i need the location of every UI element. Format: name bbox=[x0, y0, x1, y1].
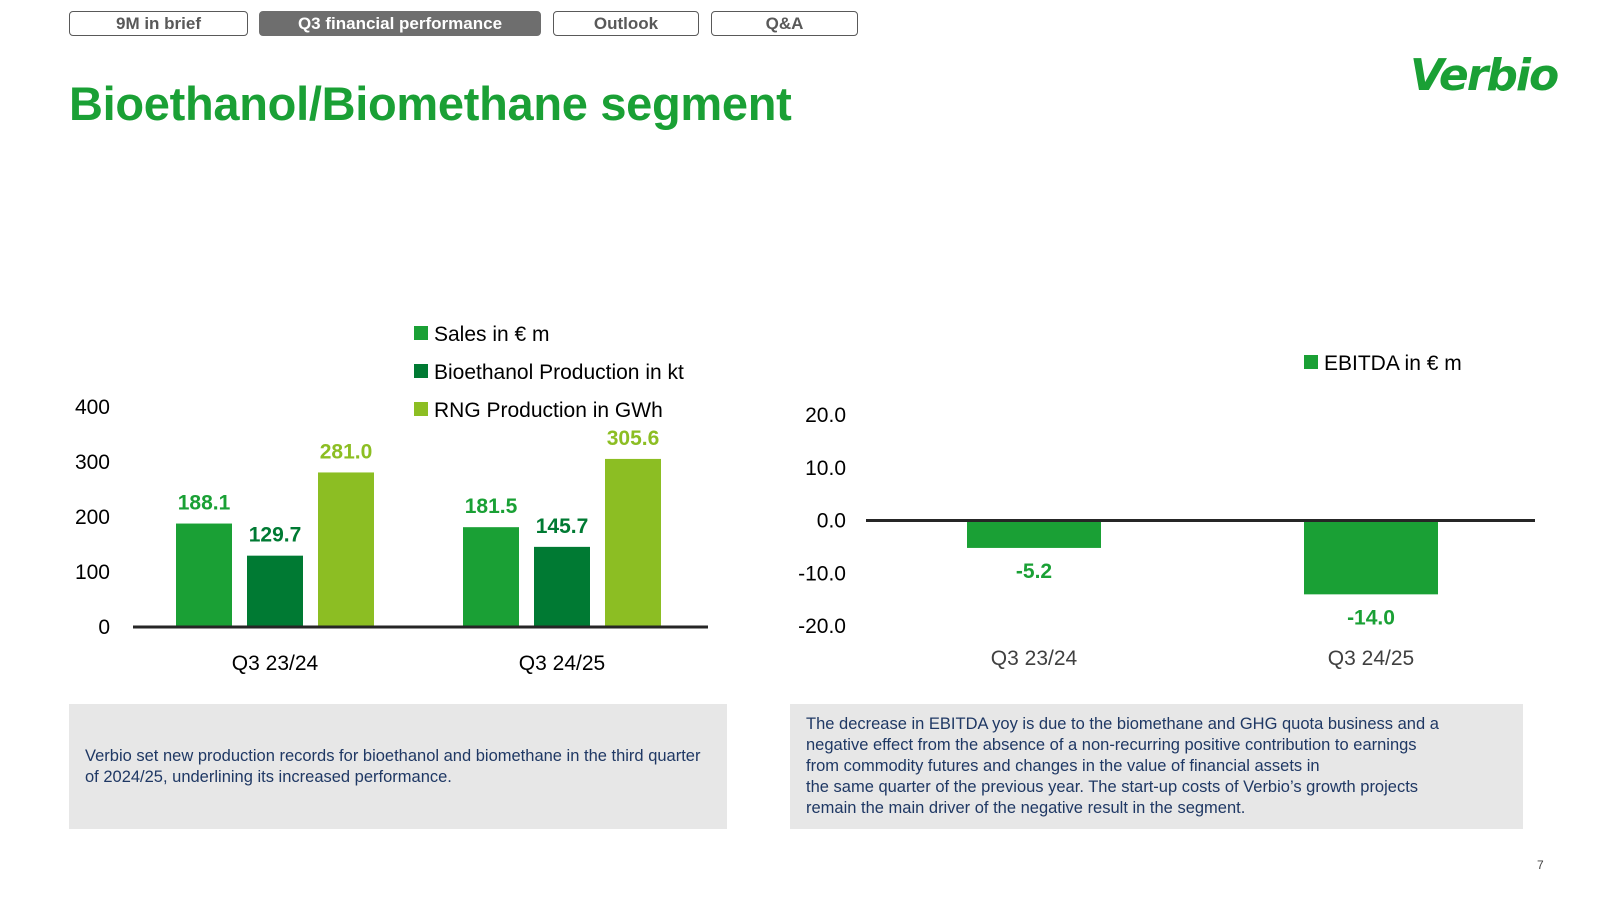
tab-9m-in-brief[interactable]: 9M in brief bbox=[69, 11, 248, 36]
legend-swatch bbox=[1304, 355, 1318, 369]
note-ebitda: The decrease in EBITDA yoy is due to the… bbox=[790, 704, 1523, 829]
legend-swatch bbox=[414, 364, 428, 378]
data-label: 188.1 bbox=[178, 492, 231, 515]
data-label: -5.2 bbox=[1016, 560, 1052, 583]
note-ebitda-line: remain the main driver of the negative r… bbox=[806, 799, 1246, 817]
x-tick-label: Q3 24/25 bbox=[1328, 647, 1414, 670]
tab-qa[interactable]: Q&A bbox=[711, 11, 858, 36]
legend-label: RNG Production in GWh bbox=[434, 399, 663, 422]
bar bbox=[967, 520, 1101, 548]
y-tick-label: 10.0 bbox=[805, 457, 846, 480]
bar bbox=[463, 527, 519, 627]
data-label: 145.7 bbox=[536, 515, 589, 538]
note-ebitda-line: The decrease in EBITDA yoy is due to the… bbox=[806, 715, 1439, 733]
y-tick-label: 20.0 bbox=[805, 404, 846, 427]
legend-label: Sales in € m bbox=[434, 323, 550, 346]
x-tick-label: Q3 23/24 bbox=[991, 647, 1078, 670]
data-label: 305.6 bbox=[607, 427, 660, 450]
page-number: 7 bbox=[1537, 858, 1544, 872]
bar bbox=[176, 523, 232, 627]
legend-label: Bioethanol Production in kt bbox=[434, 361, 684, 384]
data-label: 181.5 bbox=[465, 495, 518, 518]
y-tick-label: -10.0 bbox=[798, 562, 846, 585]
note-ebitda-line: negative effect from the absence of a no… bbox=[806, 736, 1417, 754]
y-tick-label: 0 bbox=[98, 616, 110, 639]
bar bbox=[1304, 520, 1438, 595]
note-production-text: Verbio set new production records for bi… bbox=[85, 746, 701, 786]
y-tick-label: 300 bbox=[75, 451, 110, 474]
note-ebitda-line: the same quarter of the previous year. T… bbox=[806, 778, 1419, 796]
x-tick-label: Q3 24/25 bbox=[519, 652, 605, 675]
data-label: 129.7 bbox=[249, 524, 302, 547]
legend-swatch bbox=[414, 326, 428, 340]
bar bbox=[318, 472, 374, 627]
data-label: -14.0 bbox=[1347, 606, 1395, 629]
bar bbox=[247, 555, 303, 627]
y-tick-label: 400 bbox=[75, 396, 110, 419]
note-ebitda-line: from commodity futures and changes in th… bbox=[806, 757, 1320, 775]
ebitda-chart: -20.0 -10.0 0.0 10.0 20.0 -5.2 Q3 23/24 -14.0 Q3… bbox=[798, 352, 1535, 670]
x-tick-label: Q3 23/24 bbox=[232, 652, 319, 675]
page-title: Bioethanol/Biomethane segment bbox=[69, 77, 792, 130]
tab-outlook[interactable]: Outlook bbox=[553, 11, 699, 36]
legend-swatch bbox=[414, 402, 428, 416]
production-sales-chart: 0 100 200 300 400 188.1 129.7 281.0 Q3 23/24 181.… bbox=[75, 323, 708, 675]
bar bbox=[605, 458, 661, 627]
legend-label: EBITDA in € m bbox=[1324, 352, 1462, 375]
data-label: 281.0 bbox=[320, 440, 373, 463]
y-tick-label: 200 bbox=[75, 506, 110, 529]
tab-q3-financial-performance[interactable]: Q3 financial performance bbox=[259, 11, 541, 36]
y-tick-label: -20.0 bbox=[798, 615, 846, 638]
note-ebitda-text: The decrease in EBITDA yoy is due to the… bbox=[806, 714, 1439, 819]
y-tick-label: 100 bbox=[75, 561, 110, 584]
bar bbox=[534, 546, 590, 627]
note-production: Verbio set new production records for bi… bbox=[69, 704, 727, 829]
verbio-logo: Verbio bbox=[1410, 50, 1559, 101]
y-tick-label: 0.0 bbox=[817, 510, 846, 533]
